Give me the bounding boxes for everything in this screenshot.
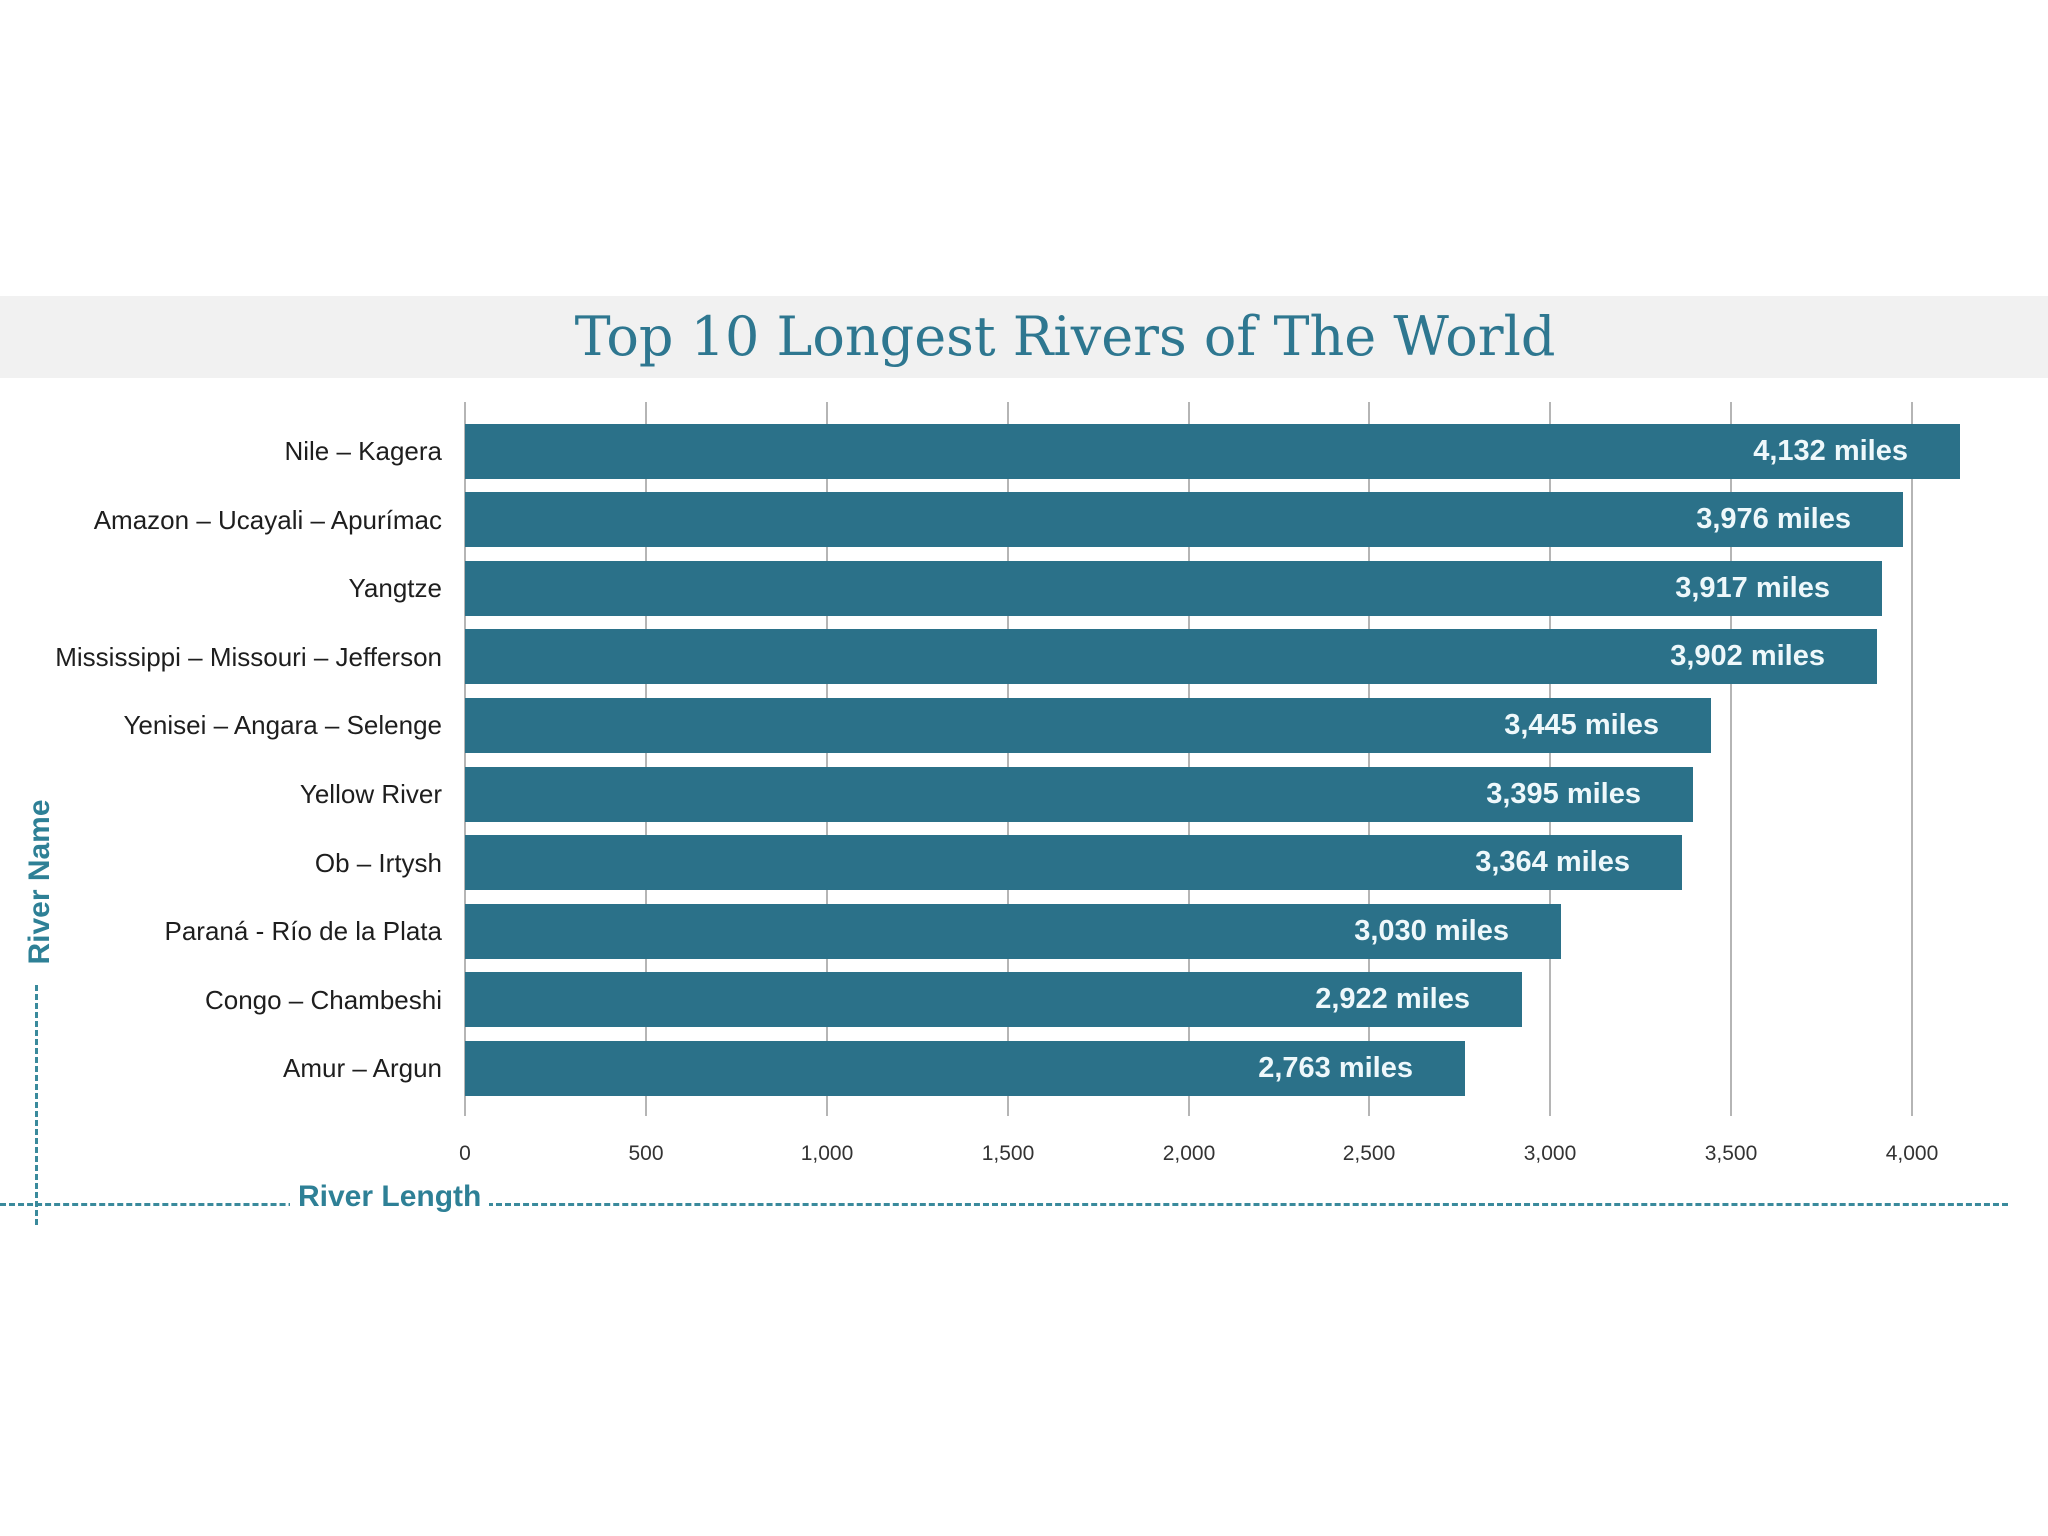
category-label: Amur – Argun xyxy=(283,1053,442,1083)
x-tick-label: 0 xyxy=(459,1142,471,1165)
category-label: Ob – Irtysh xyxy=(314,848,442,878)
bar-value-label: 2,763 miles xyxy=(1258,1052,1413,1084)
gridline xyxy=(1368,402,1370,1116)
bar-value-label: 3,030 miles xyxy=(1354,915,1509,947)
bar[interactable] xyxy=(465,492,1903,547)
category-label: Yangtze xyxy=(348,573,442,603)
x-axis-dashed-line xyxy=(0,1203,2008,1206)
bar-value-label: 3,917 miles xyxy=(1675,572,1830,604)
bar[interactable] xyxy=(465,904,1561,959)
x-tick-label: 3,000 xyxy=(1523,1142,1577,1165)
x-tick-label: 2,000 xyxy=(1162,1142,1216,1165)
bar-value-label: 3,395 miles xyxy=(1486,778,1641,810)
bar[interactable] xyxy=(465,835,1682,890)
gridline xyxy=(1188,402,1190,1116)
x-axis-title: River Length xyxy=(290,1180,490,1214)
gridline xyxy=(464,402,466,1116)
gridline xyxy=(1911,402,1913,1116)
category-label: Yenisei – Angara – Selenge xyxy=(123,710,442,740)
category-label: Paraná - Río de la Plata xyxy=(164,916,443,946)
bar-value-label: 3,364 miles xyxy=(1475,846,1630,878)
gridline xyxy=(1549,402,1551,1116)
bar[interactable] xyxy=(465,767,1693,822)
bar-value-label: 3,445 miles xyxy=(1504,709,1659,741)
gridline xyxy=(826,402,828,1116)
category-label: Yellow River xyxy=(299,779,442,809)
x-tick-label: 500 xyxy=(628,1142,664,1165)
x-tick-label: 1,000 xyxy=(800,1142,854,1165)
gridline xyxy=(1730,402,1732,1116)
bar-value-label: 3,902 miles xyxy=(1670,640,1825,672)
x-tick-label: 3,500 xyxy=(1704,1142,1758,1165)
x-tick-label: 4,000 xyxy=(1885,1142,1939,1165)
category-label: Mississippi – Missouri – Jefferson xyxy=(55,642,442,672)
category-label: Nile – Kagera xyxy=(284,436,442,466)
chart-title: Top 10 Longest Rivers of The World xyxy=(574,305,1556,368)
bar[interactable] xyxy=(465,561,1882,616)
x-tick-label: 1,500 xyxy=(981,1142,1035,1165)
bar-value-label: 4,132 miles xyxy=(1753,435,1908,467)
gridline xyxy=(1007,402,1009,1116)
title-band xyxy=(0,296,2048,378)
x-tick-label: 2,500 xyxy=(1342,1142,1396,1165)
bar[interactable] xyxy=(465,1041,1465,1096)
bar[interactable] xyxy=(465,424,1960,479)
category-label: Amazon – Ucayali – Apurímac xyxy=(93,505,442,535)
category-label: Congo – Chambeshi xyxy=(204,985,442,1015)
gridline xyxy=(645,402,647,1116)
bar-value-label: 2,922 miles xyxy=(1315,983,1470,1015)
bar[interactable] xyxy=(465,972,1522,1027)
y-axis-title: River Name xyxy=(23,799,56,965)
bar[interactable] xyxy=(465,629,1877,684)
bar[interactable] xyxy=(465,698,1711,753)
bar-value-label: 3,976 miles xyxy=(1696,503,1851,535)
y-axis-dashed-line xyxy=(35,985,38,1225)
